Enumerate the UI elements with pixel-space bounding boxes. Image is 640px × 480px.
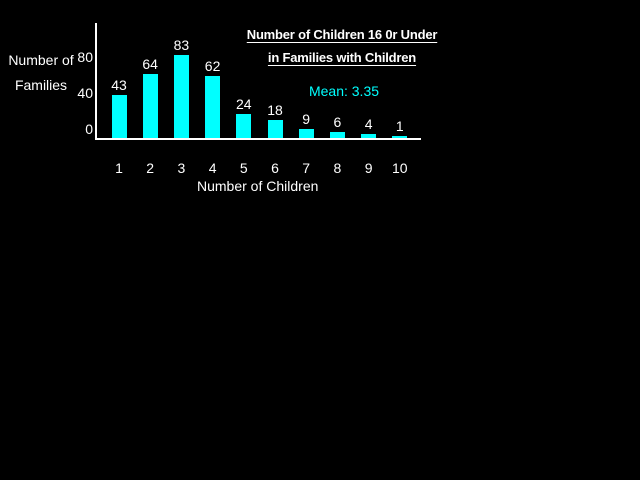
x-tick-label-9: 9 bbox=[364, 160, 373, 176]
x-tick-label-6: 6 bbox=[271, 160, 279, 176]
bar-value-label-9: 4 bbox=[364, 116, 373, 132]
chart-title-line2: in Families with Children bbox=[267, 50, 417, 65]
y-axis-line bbox=[95, 23, 97, 140]
x-tick-label-7: 7 bbox=[302, 160, 311, 176]
bar-3 bbox=[173, 55, 189, 138]
y-tick-label-40: 40 bbox=[77, 85, 93, 101]
bar-5 bbox=[236, 114, 252, 138]
x-tick-label-8: 8 bbox=[333, 160, 342, 176]
y-tick-label-0: 0 bbox=[85, 121, 93, 137]
mean-annotation: Mean: 3.35 bbox=[308, 83, 380, 99]
chart-title-line1: Number of Children 16 0r Under bbox=[246, 27, 438, 42]
bar-1 bbox=[111, 95, 127, 138]
bar-9 bbox=[361, 134, 377, 138]
bar-value-label-5: 24 bbox=[236, 96, 252, 112]
bar-value-label-1: 43 bbox=[111, 77, 127, 93]
bar-value-label-2: 64 bbox=[142, 56, 158, 72]
bar-8 bbox=[329, 132, 345, 138]
y-axis-title-line1: Number of bbox=[8, 52, 74, 68]
x-tick-label-4: 4 bbox=[208, 160, 217, 176]
y-tick-label-80: 80 bbox=[77, 49, 93, 65]
x-tick-label-3: 3 bbox=[177, 160, 186, 176]
bar-value-label-3: 83 bbox=[173, 37, 190, 53]
bar-value-label-7: 9 bbox=[302, 111, 311, 127]
x-tick-label-5: 5 bbox=[239, 160, 248, 176]
x-tick-label-2: 2 bbox=[146, 160, 155, 176]
x-axis-line bbox=[95, 138, 421, 140]
x-axis-title: Number of Children bbox=[197, 178, 319, 194]
x-tick-label-10: 10 bbox=[392, 160, 408, 176]
bar-4 bbox=[205, 76, 221, 138]
bar-7 bbox=[298, 129, 314, 138]
bar-value-label-6: 18 bbox=[267, 102, 283, 118]
bar-10 bbox=[392, 136, 408, 138]
bar-value-label-8: 6 bbox=[333, 114, 342, 130]
y-axis-title-line2: Families bbox=[14, 77, 68, 93]
bar-value-label-10: 1 bbox=[395, 118, 404, 134]
bar-value-label-4: 62 bbox=[204, 58, 221, 74]
x-tick-label-1: 1 bbox=[115, 160, 123, 176]
bar-2 bbox=[142, 74, 158, 138]
bar-6 bbox=[267, 120, 283, 138]
